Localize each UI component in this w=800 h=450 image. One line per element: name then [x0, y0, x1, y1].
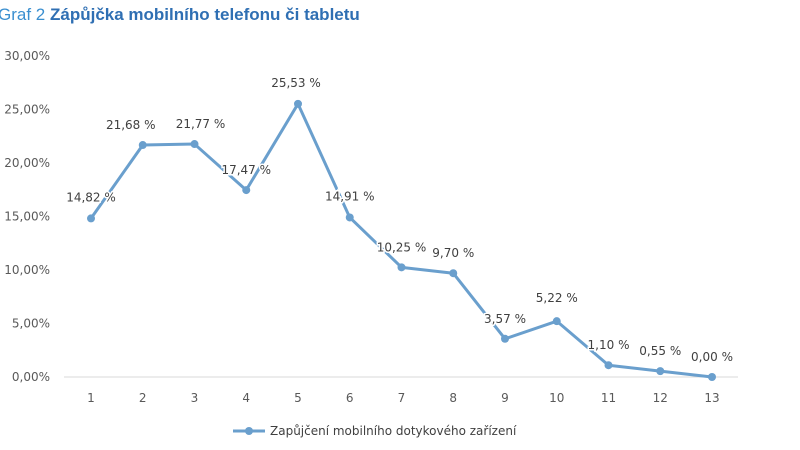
- chart-title-main: Zápůjčka mobilního telefonu či tabletu: [49, 5, 360, 24]
- data-label: 9,70 %: [432, 246, 474, 260]
- y-tick-label: 30,00%: [4, 49, 50, 63]
- x-tick-label: 1: [87, 391, 95, 405]
- data-label: 10,25 %: [377, 240, 427, 254]
- data-point: [242, 186, 251, 195]
- y-tick-label: 0,00%: [12, 370, 50, 384]
- data-point: [449, 269, 458, 278]
- x-tick-label: 10: [549, 391, 564, 405]
- y-tick-label: 20,00%: [4, 156, 50, 170]
- chart-title-prefix: Graf 2: [0, 5, 46, 24]
- data-label: 21,77 %: [176, 117, 226, 131]
- data-point: [552, 317, 561, 326]
- data-point: [345, 213, 354, 222]
- data-label: 5,22 %: [536, 291, 578, 305]
- data-label: 0,00 %: [691, 350, 733, 364]
- data-label: 0,55 %: [639, 344, 681, 358]
- data-point: [501, 334, 509, 343]
- legend-marker-icon: [245, 427, 253, 435]
- data-label: 14,82 %: [66, 190, 116, 204]
- x-tick-label: 11: [601, 391, 616, 405]
- x-tick-label: 8: [449, 391, 457, 405]
- x-tick-label: 12: [653, 391, 668, 405]
- y-tick-label: 15,00%: [4, 210, 50, 224]
- x-tick-label: 5: [294, 391, 302, 405]
- data-point: [397, 263, 406, 272]
- data-point: [656, 367, 665, 376]
- x-tick-label: 6: [346, 391, 354, 405]
- data-label: 17,47 %: [221, 163, 271, 177]
- data-point: [190, 140, 199, 149]
- x-tick-label: 2: [139, 391, 147, 405]
- y-tick-label: 5,00%: [12, 317, 50, 331]
- y-tick-label: 10,00%: [4, 263, 50, 277]
- x-tick-label: 13: [704, 391, 719, 405]
- data-point: [294, 99, 302, 108]
- x-tick-label: 4: [242, 391, 250, 405]
- data-point: [604, 361, 613, 370]
- legend-label: Zapůjčení mobilního dotykového zařízení: [270, 424, 517, 438]
- data-label: 14,91 %: [325, 189, 375, 203]
- data-label: 21,68 %: [106, 118, 156, 132]
- data-point: [87, 214, 95, 223]
- x-tick-label: 7: [398, 391, 406, 405]
- chart-title: Graf 2 Zápůjčka mobilního telefonu či ta…: [0, 5, 360, 25]
- data-point: [708, 373, 716, 381]
- x-tick-label: 9: [501, 391, 509, 405]
- data-label: 3,57 %: [484, 312, 526, 326]
- data-point: [138, 141, 147, 150]
- x-tick-label: 3: [191, 391, 199, 405]
- y-tick-label: 25,00%: [4, 103, 50, 117]
- data-label: 25,53 %: [271, 76, 321, 90]
- data-label: 1,10 %: [588, 338, 630, 352]
